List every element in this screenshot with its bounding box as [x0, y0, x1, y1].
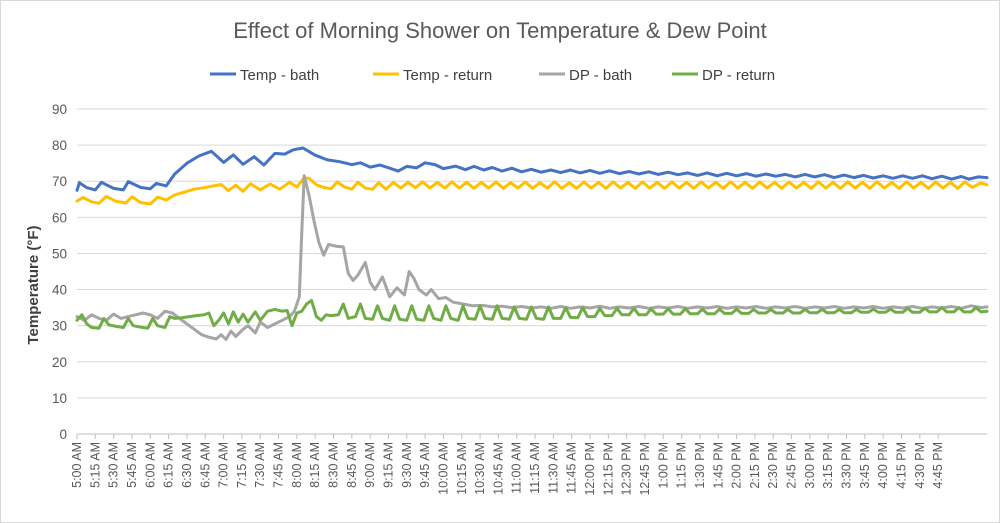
x-tick-label: 3:30 PM — [840, 442, 854, 489]
x-tick-label: 11:45 AM — [565, 442, 579, 494]
legend-label: Temp - return — [403, 67, 492, 84]
x-tick-label: 2:15 PM — [748, 442, 762, 489]
series-group — [75, 146, 989, 341]
x-tick-label: 8:15 AM — [308, 442, 322, 488]
x-tick-label: 5:45 AM — [125, 442, 139, 488]
y-tick-label: 60 — [52, 210, 67, 225]
x-tick-label: 2:00 PM — [730, 442, 744, 489]
x-tick-label: 1:30 PM — [693, 442, 707, 489]
chart-title: Effect of Morning Shower on Temperature … — [233, 18, 767, 43]
x-tick-label: 9:45 AM — [418, 442, 432, 488]
x-tick-label: 12:45 PM — [638, 442, 652, 496]
x-tick-label: 9:15 AM — [381, 442, 395, 488]
y-tick-label: 70 — [52, 174, 67, 189]
y-tick-label: 20 — [52, 355, 67, 370]
x-tick-label: 5:30 AM — [107, 442, 121, 488]
x-tick-label: 8:00 AM — [290, 442, 304, 488]
x-tick-label: 8:30 AM — [327, 442, 341, 488]
x-tick-label: 3:45 PM — [858, 442, 872, 489]
series-line-temp-return — [75, 176, 989, 206]
x-tick-label: 5:00 AM — [70, 442, 84, 488]
x-tick-label: 9:30 AM — [400, 442, 414, 488]
x-tick-label: 6:45 AM — [198, 442, 212, 488]
x-axis-ticks: 5:00 AM 5:15 AM 5:30 AM 5:45 AM 6:00 AM 6:15 … — [70, 434, 945, 496]
y-tick-label: 90 — [52, 102, 67, 117]
x-tick-label: 10:15 AM — [455, 442, 469, 495]
x-tick-label: 12:30 PM — [620, 442, 634, 496]
x-tick-label: 4:00 PM — [876, 442, 890, 489]
x-tick-label: 8:45 AM — [345, 442, 359, 488]
x-tick-label: 10:30 AM — [473, 442, 487, 495]
x-tick-label: 12:00 PM — [583, 442, 597, 496]
x-tick-label: 4:15 PM — [894, 442, 908, 489]
x-tick-label: 7:45 AM — [272, 442, 286, 488]
x-tick-label: 5:15 AM — [88, 442, 102, 488]
legend-label: DP - return — [702, 67, 775, 84]
x-tick-label: 1:00 PM — [656, 442, 670, 489]
series-line-dp-bath — [75, 174, 989, 341]
x-tick-label: 2:45 PM — [785, 442, 799, 489]
x-tick-label: 4:45 PM — [931, 442, 945, 489]
x-tick-label: 9:00 AM — [363, 442, 377, 488]
x-tick-label: 1:15 PM — [675, 442, 689, 489]
series-line-temp-bath — [75, 146, 989, 192]
x-tick-label: 6:15 AM — [162, 442, 176, 488]
y-tick-label: 80 — [52, 138, 67, 153]
x-tick-label: 10:45 AM — [491, 442, 505, 495]
x-tick-label: 7:00 AM — [217, 442, 231, 488]
x-tick-label: 12:15 PM — [601, 442, 615, 496]
y-tick-label: 10 — [52, 391, 67, 406]
x-tick-label: 3:00 PM — [803, 442, 817, 489]
y-axis-ticks: 0 10 20 30 40 50 60 70 80 90 — [52, 102, 67, 442]
x-tick-label: 11:30 AM — [546, 442, 560, 494]
x-tick-label: 10:00 AM — [436, 442, 450, 495]
x-tick-label: 6:00 AM — [143, 442, 157, 488]
x-tick-label: 6:30 AM — [180, 442, 194, 488]
legend: Temp - bath Temp - return DP - bath DP - re… — [210, 67, 775, 84]
x-tick-label: 1:45 PM — [711, 442, 725, 489]
x-tick-label: 7:15 AM — [235, 442, 249, 488]
y-tick-label: 30 — [52, 319, 67, 334]
x-tick-label: 11:00 AM — [510, 442, 524, 494]
x-tick-label: 2:30 PM — [766, 442, 780, 489]
x-tick-label: 11:15 AM — [528, 442, 542, 494]
legend-label: Temp - bath — [240, 67, 319, 84]
y-tick-label: 40 — [52, 283, 67, 298]
y-tick-label: 0 — [59, 427, 67, 442]
x-tick-label: 3:15 PM — [821, 442, 835, 489]
gridlines — [77, 108, 987, 435]
series-line-dp-return — [75, 298, 989, 330]
x-tick-label: 7:30 AM — [253, 442, 267, 488]
y-tick-label: 50 — [52, 246, 67, 261]
y-axis-label: Temperature (°F) — [25, 225, 42, 344]
x-tick-label: 4:30 PM — [913, 442, 927, 489]
legend-label: DP - bath — [569, 67, 632, 84]
